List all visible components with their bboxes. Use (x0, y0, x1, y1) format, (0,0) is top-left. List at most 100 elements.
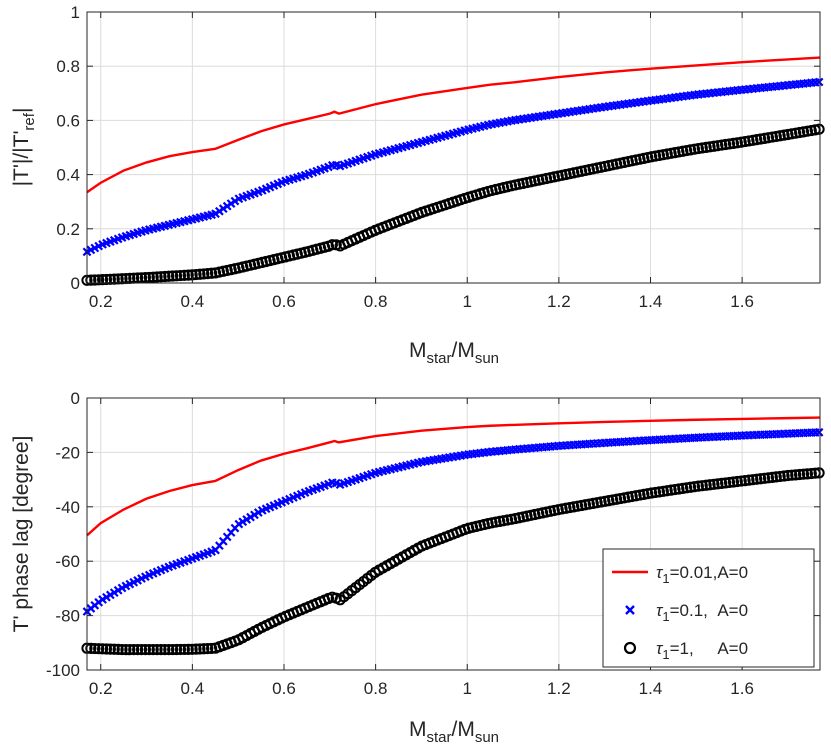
legend-items: τ1=0.01,A=0 τ1=0.1, A=0 τ1=1, A=0 (612, 563, 748, 662)
data-point-circle (170, 270, 183, 282)
magnitude-x-tick-label: 0.8 (364, 292, 388, 311)
data-point-circle (770, 471, 782, 483)
data-point-circle (116, 643, 128, 656)
data-point-circle (782, 469, 794, 482)
magnitude-axes-box (86, 11, 821, 284)
phase-x-tick-label: 1 (463, 679, 472, 698)
magnitude-y-ticks: 0 0.2 0.4 0.6 0.8 1 (56, 3, 820, 293)
data-point-circle (100, 643, 113, 655)
data-point-circle (751, 473, 763, 485)
data-point-circle (790, 469, 802, 481)
magnitude-x-tick-label: 1.4 (639, 292, 663, 311)
phase-x-ticks: 0.2 0.4 0.6 0.8 1 1.2 1.4 1.6 (89, 398, 754, 698)
data-point-circle (801, 468, 814, 480)
legend-label: τ1=0.01,A=0 (656, 563, 748, 586)
phase-y-ticks: -100 -80 -60 -40 -20 0 (46, 389, 820, 680)
data-point-circle (758, 472, 771, 484)
data-point-circle (93, 274, 105, 286)
data-point-circle (813, 123, 825, 135)
data-point-circle (696, 480, 708, 492)
data-point-circle (89, 274, 101, 286)
data-point-circle (159, 644, 171, 656)
legend-circle-swatch (623, 641, 637, 655)
data-point-circle (747, 474, 759, 486)
magnitude-y-tick-label: 0.8 (56, 57, 80, 76)
phase-y-axis-label: T' phase lag [degree] (10, 436, 33, 633)
legend-x-swatch (625, 605, 635, 615)
magnitude-x-axis-label: Mstar/Msun (409, 339, 499, 367)
data-point-circle (174, 643, 187, 656)
data-point-circle (723, 476, 736, 489)
magnitude-y-tick-label: 0 (71, 274, 80, 293)
data-point-circle (735, 475, 747, 487)
series-line (86, 416, 821, 537)
phase-panel: 0.2 0.4 0.6 0.8 1 1.2 1.4 1.6 -100 -80 -60 -40 -20 0… (10, 389, 825, 746)
phase-y-tick-label: -100 (46, 661, 80, 680)
data-point-circle (120, 644, 132, 656)
magnitude-x-tick-label: 1 (463, 292, 472, 311)
data-point-circle (182, 643, 194, 655)
magnitude-panel: 0.2 0.4 0.6 0.8 1 1.2 1.4 1.6 0 0.2 0.4 0.6 0.8 1 Ms… (10, 3, 825, 367)
data-point-circle (112, 273, 124, 285)
phase-series (81, 416, 825, 656)
data-point-circle (163, 270, 175, 282)
data-point-circle (104, 273, 116, 285)
data-point-circle (174, 269, 187, 282)
data-point-circle (96, 643, 109, 655)
phase-x-tick-label: 1.2 (547, 679, 571, 698)
data-point-circle (720, 477, 732, 489)
data-point-circle (143, 271, 155, 284)
data-point-circle (194, 268, 206, 280)
legend-label: τ1=1, A=0 (656, 639, 748, 662)
data-point-circle (198, 268, 210, 280)
data-point-circle (163, 644, 175, 656)
magnitude-x-tick-label: 0.2 (89, 292, 113, 311)
data-point-circle (139, 272, 152, 284)
data-point-circle (108, 273, 120, 285)
data-point-circle (167, 643, 179, 656)
magnitude-y-tick-label: 0.6 (56, 111, 80, 130)
data-point-circle (731, 475, 743, 488)
data-point-circle (202, 642, 214, 655)
data-point-circle (716, 477, 728, 489)
data-point-circle (202, 267, 214, 280)
data-point-circle (813, 467, 825, 479)
data-point-circle (151, 271, 163, 283)
data-point-circle (159, 270, 171, 283)
magnitude-series (81, 56, 825, 286)
data-point-circle (190, 643, 202, 655)
data-point-circle (326, 239, 338, 251)
data-point-circle (96, 274, 109, 286)
magnitude-x-tick-label: 1.6 (730, 292, 754, 311)
data-point-circle (712, 478, 724, 490)
data-point-circle (108, 643, 120, 655)
data-point-x (814, 427, 824, 437)
data-point-circle (85, 274, 97, 286)
data-point-circle (155, 271, 167, 283)
magnitude-x-ticks: 0.2 0.4 0.6 0.8 1 1.2 1.4 1.6 (89, 12, 754, 311)
phase-x-tick-label: 0.8 (364, 679, 388, 698)
data-point-circle (797, 468, 810, 480)
data-point-circle (135, 644, 148, 656)
data-point-circle (135, 272, 148, 284)
data-point-circle (688, 481, 701, 493)
phase-x-tick-label: 1.4 (639, 679, 663, 698)
phase-x-tick-label: 0.4 (181, 679, 205, 698)
data-point-x (814, 77, 824, 87)
data-point-circle (124, 644, 136, 656)
data-point-circle (128, 644, 140, 656)
data-point-circle (132, 644, 144, 656)
magnitude-y-tick-label: 0.2 (56, 220, 80, 239)
legend: τ1=0.01,A=0 τ1=0.1, A=0 τ1=1, A=0 (602, 548, 815, 668)
data-point-circle (167, 270, 179, 282)
data-point-circle (786, 469, 798, 481)
phase-x-tick-label: 0.2 (89, 679, 113, 698)
data-point-circle (778, 470, 790, 482)
magnitude-y-tick-label: 1 (71, 3, 80, 22)
magnitude-y-tick-label: 0.4 (56, 166, 80, 185)
phase-axes-box (86, 397, 821, 671)
data-point-circle (178, 269, 190, 281)
data-point-circle (743, 474, 755, 486)
phase-y-tick-label: -60 (55, 552, 80, 571)
